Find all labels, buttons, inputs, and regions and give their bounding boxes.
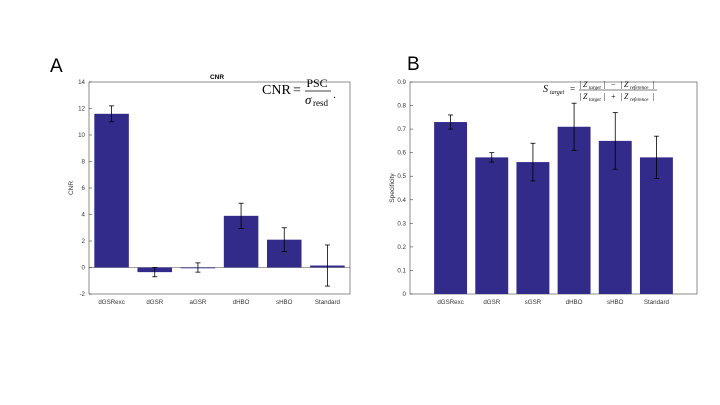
cnr-xtick-label: aGSR (189, 299, 206, 306)
specificity-ytick-label: 0.8 (397, 103, 406, 110)
specificity-xtick-label: dGSR (483, 299, 500, 306)
svg-text:|: | (653, 80, 655, 89)
cnr-ytick-label: -2 (79, 291, 85, 298)
spec-num-z2: Z (624, 80, 629, 89)
spec-formula-lhs-sub: target (550, 90, 564, 96)
cnr-ytick-label: 10 (78, 132, 85, 139)
cnr-ytick-label: 6 (82, 185, 86, 192)
cnr-formula-denominator: σ (305, 92, 312, 107)
cnr-bar-dgsrexc (94, 113, 129, 268)
specificity-xtick-label: dGSRexc (437, 299, 463, 306)
specificity-axes: 0 0.1 0.2 0.3 0.4 0.5 0.6 0.7 0.8 0.9 dGSRexc dGSR s… (397, 79, 698, 306)
specificity-ytick-label: 0.2 (397, 244, 406, 251)
spec-num-sub2: reference (630, 86, 649, 91)
panel-letter-a: A (50, 56, 63, 77)
cnr-formula-denominator-sub: resd (313, 98, 328, 108)
cnr-bars (94, 105, 345, 287)
cnr-formula-trail: . (333, 87, 336, 101)
spec-den-z1: Z (583, 92, 588, 101)
specificity-bar-standard (639, 157, 673, 294)
specificity-axes-box (409, 81, 698, 295)
specificity-ytick-label: 0.3 (397, 220, 406, 227)
specificity-xtick-label: sHBO (607, 299, 624, 306)
specificity-ytick-label: 0.1 (397, 267, 406, 274)
cnr-xtick-label: dGSR (146, 299, 163, 306)
spec-formula-equals: = (570, 84, 575, 94)
cnr-ytick-label: 12 (78, 106, 85, 113)
specificity-y-axis-label: Specificity (389, 173, 396, 203)
svg-text:|: | (604, 92, 606, 101)
cnr-formula: CNR = PSC σ resd . (262, 76, 336, 108)
cnr-xtick-label: dHBO (233, 299, 250, 306)
spec-num-sub1: target (589, 86, 601, 91)
cnr-ytick-label: 8 (82, 159, 86, 166)
spec-den-sub1: target (589, 98, 601, 103)
svg-text:|: | (621, 80, 623, 89)
cnr-chart-title: CNR (210, 74, 224, 81)
cnr-xtick-label: sHBO (276, 299, 293, 306)
specificity-xtick-label: Standard (644, 299, 670, 306)
spec-num-z1: Z (583, 80, 588, 89)
specificity-ytick-label: 0.5 (397, 173, 406, 180)
spec-den-plus: + (611, 92, 616, 101)
specificity-ytick-label: 0 (403, 291, 407, 298)
spec-formula-denominator: | Z target | + | Z reference | (580, 92, 655, 103)
specificity-bar-dgsrexc (434, 122, 468, 295)
specificity-ytick-label: 0.6 (397, 150, 406, 157)
spec-formula-numerator: | Z target | − | Z reference | (580, 80, 655, 91)
cnr-formula-equals: = (293, 83, 301, 98)
svg-text:|: | (580, 80, 582, 89)
specificity-bar-sgsr (516, 162, 550, 294)
specificity-xtick-label: sGSR (525, 299, 542, 306)
spec-num-minus: − (611, 80, 616, 89)
cnr-axes: -2 0 2 4 6 8 10 12 14 dGSRexc dGSR aGSR dHBO sHBO Stan… (78, 79, 351, 306)
cnr-ytick-label: 14 (78, 79, 85, 86)
cnr-ytick-label: 0 (82, 265, 86, 272)
specificity-ytick-label: 0.7 (397, 126, 406, 133)
cnr-xtick-label: dGSRexc (98, 299, 124, 306)
svg-text:|: | (621, 92, 623, 101)
specificity-ytick-label: 0.4 (397, 197, 406, 204)
specificity-bar-dgsr (475, 157, 509, 294)
specificity-xtick-label: dHBO (566, 299, 583, 306)
cnr-formula-numerator: PSC (306, 76, 327, 90)
cnr-formula-lhs: CNR (262, 83, 291, 98)
specificity-chart: Specificity 0 0.1 0.2 0.3 0.4 0.5 0.6 0.7 0.8 0.9… (389, 79, 698, 306)
cnr-ytick-label: 4 (82, 212, 86, 219)
spec-den-z2: Z (624, 92, 629, 101)
specificity-bar-dhbo (557, 126, 591, 294)
svg-text:|: | (604, 80, 606, 89)
specificity-formula: S target = | Z target | − | Z reference … (543, 80, 657, 103)
svg-text:|: | (653, 92, 655, 101)
cnr-xtick-label: Standard (315, 299, 341, 306)
cnr-ytick-label: 2 (82, 238, 86, 245)
specificity-ytick-label: 0.9 (397, 79, 406, 86)
specificity-bars (434, 102, 673, 295)
spec-formula-lhs: S (543, 84, 548, 95)
svg-text:|: | (580, 92, 582, 101)
spec-den-sub2: reference (630, 98, 649, 103)
cnr-y-axis-label: CNR (68, 181, 75, 195)
cnr-chart: CNR CNR -2 0 2 4 6 8 10 12 14 dGSRexc dGSR aGSR dHBO… (68, 74, 351, 306)
panel-letter-b: B (407, 54, 420, 75)
